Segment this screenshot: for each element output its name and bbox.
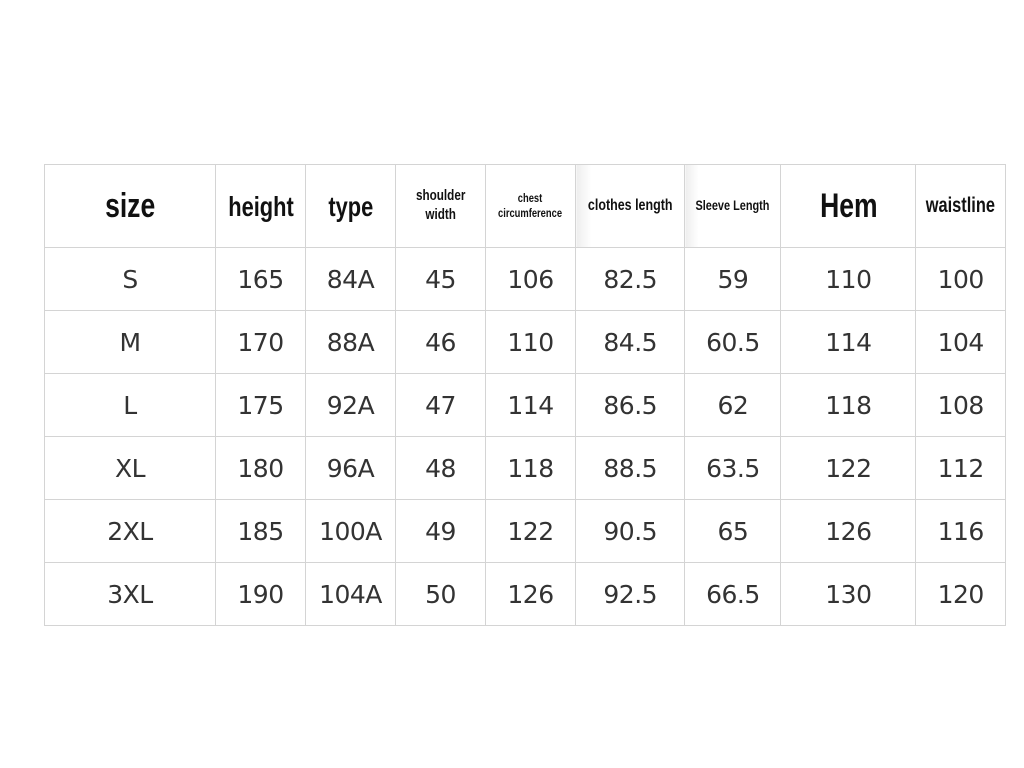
table-cell: L [44, 373, 216, 437]
table-cell: 60.5 [684, 310, 782, 374]
table-cell: 92.5 [574, 562, 686, 626]
table-row: 3XL 190 104A 50 126 92.5 66.5 130 120 [44, 562, 1007, 626]
table-cell: 185 [215, 499, 306, 563]
table-cell: 84.5 [574, 310, 686, 374]
table-cell: 49 [395, 499, 486, 563]
table-cell: 62 [684, 373, 782, 437]
table-cell: 116 [915, 499, 1007, 563]
table-cell: 45 [395, 247, 486, 311]
table-cell: XL [44, 436, 216, 500]
table-cell: 126 [780, 499, 917, 563]
header-size: size [44, 164, 216, 248]
table-cell: 59 [684, 247, 782, 311]
table-cell: 114 [780, 310, 917, 374]
table-cell: 120 [915, 562, 1007, 626]
table-cell: 170 [215, 310, 306, 374]
table-cell: 112 [915, 436, 1007, 500]
table-cell: 130 [780, 562, 917, 626]
table-cell: 47 [395, 373, 486, 437]
header-label: circumference [498, 205, 563, 220]
size-chart-table: size height type shoulder width chest circ… [44, 164, 1007, 626]
table-cell: 122 [485, 499, 576, 563]
header-row: size height type shoulder width chest circ… [44, 164, 1007, 248]
table-cell: 66.5 [684, 562, 782, 626]
header-label: waistline [926, 193, 996, 217]
table-cell: 92A [305, 373, 396, 437]
header-label: chest [518, 190, 543, 205]
table-cell: 46 [395, 310, 486, 374]
header-height: height [215, 164, 306, 248]
table-cell: 126 [485, 562, 576, 626]
table-cell: 122 [780, 436, 917, 500]
table-cell: 118 [485, 436, 576, 500]
table-cell: 114 [485, 373, 576, 437]
table-row: M 170 88A 46 110 84.5 60.5 114 104 [44, 310, 1007, 374]
table-cell: 86.5 [574, 373, 686, 437]
table-cell: 65 [684, 499, 782, 563]
table-cell: 110 [780, 247, 917, 311]
table-cell: 190 [215, 562, 306, 626]
table-cell: 50 [395, 562, 486, 626]
table-cell: 110 [485, 310, 576, 374]
header-label: width [425, 206, 456, 223]
header-clothes-length: clothes length [574, 164, 686, 248]
table-cell: 88.5 [574, 436, 686, 500]
table-cell: 104A [305, 562, 396, 626]
header-shoulder-width: shoulder width [395, 164, 486, 248]
table-cell: 82.5 [574, 247, 686, 311]
header-label: size [104, 186, 156, 225]
table-row: L 175 92A 47 114 86.5 62 118 108 [44, 373, 1007, 437]
header-label: Sleeve Length [695, 197, 770, 213]
table-cell: 165 [215, 247, 306, 311]
table-cell: 180 [215, 436, 306, 500]
table-cell: S [44, 247, 216, 311]
table-cell: 106 [485, 247, 576, 311]
header-waistline: waistline [915, 164, 1007, 248]
table-cell: 88A [305, 310, 396, 374]
table-cell: 96A [305, 436, 396, 500]
table-cell: 175 [215, 373, 306, 437]
table-cell: 104 [915, 310, 1007, 374]
table-cell: 63.5 [684, 436, 782, 500]
table-cell: 2XL [44, 499, 216, 563]
header-hem: Hem [780, 164, 917, 248]
header-type: type [305, 164, 396, 248]
table-cell: 118 [780, 373, 917, 437]
header-chest-circumference: chest circumference [485, 164, 576, 248]
table-cell: 84A [305, 247, 396, 311]
table-cell: 3XL [44, 562, 216, 626]
table-cell: 100 [915, 247, 1007, 311]
table-cell: 100A [305, 499, 396, 563]
table-cell: 108 [915, 373, 1007, 437]
table-row: S 165 84A 45 106 82.5 59 110 100 [44, 247, 1007, 311]
header-sleeve-length: Sleeve Length [684, 164, 782, 248]
header-label: clothes length [587, 197, 673, 214]
table-cell: 90.5 [574, 499, 686, 563]
table-row: 2XL 185 100A 49 122 90.5 65 126 116 [44, 499, 1007, 563]
header-label: height [227, 190, 294, 222]
table-cell: 48 [395, 436, 486, 500]
header-label: type [328, 190, 373, 222]
header-label: Hem [819, 186, 878, 225]
table-row: XL 180 96A 48 118 88.5 63.5 122 112 [44, 436, 1007, 500]
table-cell: M [44, 310, 216, 374]
header-label: shoulder [415, 187, 466, 205]
